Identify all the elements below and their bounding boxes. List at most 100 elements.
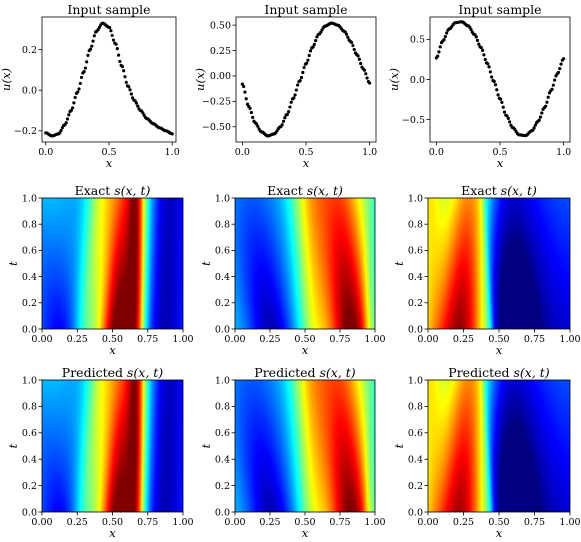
x-tick-label: 0.25 xyxy=(453,517,474,528)
heatmap-image xyxy=(42,380,183,512)
data-point xyxy=(92,34,96,38)
y-axis-label: t xyxy=(392,443,406,448)
data-point xyxy=(287,109,291,114)
data-point xyxy=(170,132,174,136)
data-point xyxy=(343,30,347,34)
data-point xyxy=(127,85,131,89)
x-tick-label: 1.0 xyxy=(556,147,571,158)
y-tick-label: 1.0 xyxy=(408,375,423,386)
data-point xyxy=(97,25,102,29)
y-tick-label: 0.8 xyxy=(408,402,423,413)
data-point xyxy=(311,45,315,49)
data-point xyxy=(136,104,140,108)
data-point xyxy=(77,87,81,91)
y-tick-label: 0.4 xyxy=(22,455,37,466)
data-point xyxy=(294,88,298,92)
panel-title: Predicted s(x, t) xyxy=(254,365,355,380)
data-point xyxy=(490,75,494,79)
data-point xyxy=(305,61,309,65)
y-axis-label: t xyxy=(199,261,213,266)
panel-title: Exact s(x, t) xyxy=(267,183,343,198)
data-point xyxy=(58,131,62,135)
y-tick-label: 0.0 xyxy=(215,507,230,518)
data-point xyxy=(562,57,566,61)
data-point xyxy=(65,117,70,121)
y-tick-label: 0.0 xyxy=(22,324,37,335)
x-tick-label: 0.50 xyxy=(294,334,315,345)
y-tick-label: 0.2 xyxy=(22,481,37,492)
panel-p11: 0.00 0.25 0.50 0.75 1.00 0.0 0.2 0.4 0.6 0.8 1.0 Ex… xyxy=(199,183,386,357)
data-point xyxy=(500,100,504,105)
data-point xyxy=(120,65,125,69)
panel-title: Predicted s(x, t) xyxy=(62,365,163,380)
x-axis-label: x xyxy=(497,156,504,170)
x-axis-label: x xyxy=(302,343,309,357)
data-point xyxy=(469,28,473,32)
data-point xyxy=(505,114,509,118)
data-point xyxy=(141,111,145,115)
panel-p20: 0.00 0.25 0.50 0.75 1.00 0.0 0.2 0.4 0.6 0.8 1.0 Pr… xyxy=(6,365,194,540)
heatmap-image xyxy=(428,380,570,512)
x-tick-label: 0.0 xyxy=(38,147,53,158)
x-tick-label: 1.00 xyxy=(364,517,385,528)
y-tick-label: 0.6 xyxy=(215,428,230,439)
y-tick-label: 0.6 xyxy=(22,428,37,439)
x-tick-label: 0.25 xyxy=(259,334,280,345)
y-axis-label: u(x) xyxy=(387,68,401,91)
x-tick-label: 0.75 xyxy=(524,334,545,345)
data-point xyxy=(71,106,75,110)
axes-frame xyxy=(41,16,177,143)
data-point xyxy=(115,47,119,51)
heatmap-image xyxy=(428,198,570,329)
y-tick-label: 1.0 xyxy=(22,193,37,204)
y-tick-label: 0.0 xyxy=(215,324,230,335)
y-tick-label: 0.4 xyxy=(22,272,37,283)
panel-p01: 0.0 0.5 1.0 −0.50 −0.25 0.00 0.25 0.50 Input sam… xyxy=(193,2,377,170)
x-tick-label: 0.5 xyxy=(101,147,116,158)
y-tick-label: 0.2 xyxy=(408,298,423,309)
panel-p02: 0.0 0.5 1.0 −0.5 0.0 0.5 Input sample x u(x) xyxy=(387,2,571,170)
data-point xyxy=(533,123,537,127)
x-tick-label: 0.50 xyxy=(488,334,509,345)
data-point xyxy=(314,38,318,43)
x-tick-label: 0.5 xyxy=(298,147,313,158)
data-point xyxy=(134,101,139,105)
data-point xyxy=(506,116,510,120)
x-tick-label: 1.00 xyxy=(559,517,580,528)
data-point xyxy=(492,79,496,84)
heatmap-image xyxy=(42,198,183,329)
y-axis-label: u(x) xyxy=(0,68,13,91)
data-point xyxy=(445,31,449,35)
y-axis-label: u(x) xyxy=(193,68,207,91)
data-point xyxy=(442,38,446,42)
heatmap-image xyxy=(235,198,375,329)
data-point xyxy=(256,124,260,128)
y-tick-label: 0.8 xyxy=(215,220,230,231)
data-point xyxy=(551,83,555,87)
x-axis-label: x xyxy=(303,156,310,170)
x-tick-label: 0.0 xyxy=(235,147,250,158)
data-point xyxy=(64,121,68,125)
y-tick-label: −0.25 xyxy=(202,97,231,108)
data-point xyxy=(90,44,94,48)
panel-title: Predicted s(x, t) xyxy=(448,365,549,380)
y-axis-label: t xyxy=(6,443,20,448)
data-point xyxy=(129,92,133,96)
y-tick-label: −0.2 xyxy=(14,126,37,137)
y-axis-label: t xyxy=(392,261,406,266)
data-point xyxy=(550,87,554,91)
data-point xyxy=(88,47,93,51)
data-point xyxy=(532,126,536,130)
panel-title: Input sample xyxy=(264,2,347,17)
x-tick-label: 0.50 xyxy=(102,334,123,345)
data-point xyxy=(78,81,82,86)
data-point xyxy=(315,35,319,39)
y-tick-label: 0.2 xyxy=(408,481,423,492)
x-tick-label: 0.75 xyxy=(137,334,158,345)
y-tick-label: 0.6 xyxy=(215,246,230,257)
data-point xyxy=(501,105,505,109)
data-point xyxy=(73,95,77,100)
y-tick-label: 0.2 xyxy=(215,481,230,492)
heatmap-image xyxy=(235,380,375,512)
